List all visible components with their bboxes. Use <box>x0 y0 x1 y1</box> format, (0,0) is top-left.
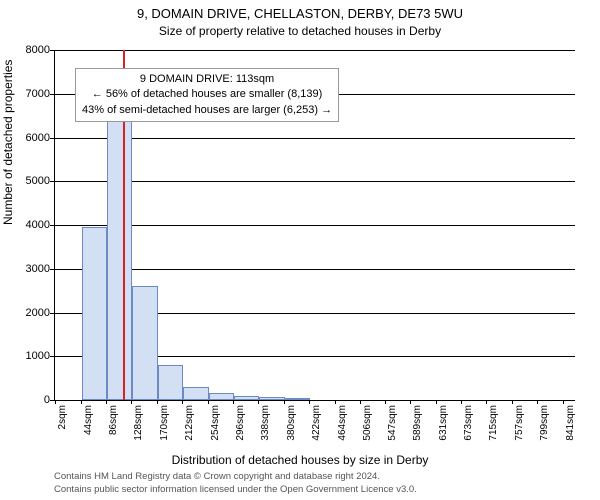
y-tick-label: 4000 <box>10 219 50 231</box>
x-tick-label: 506sqm <box>362 405 373 455</box>
x-tick-label: 338sqm <box>260 405 271 455</box>
x-tick-mark <box>385 400 386 404</box>
histogram-bar <box>259 397 284 400</box>
y-tick-mark <box>50 313 54 314</box>
x-tick-label: 170sqm <box>159 405 170 455</box>
annotation-line-2: ← 56% of detached houses are smaller (8,… <box>82 87 332 102</box>
x-axis-label: Distribution of detached houses by size … <box>0 453 600 467</box>
x-tick-mark <box>157 400 158 404</box>
x-tick-mark <box>563 400 564 404</box>
x-tick-label: 2sqm <box>57 405 68 455</box>
y-tick-mark <box>50 225 54 226</box>
y-tick-mark <box>50 181 54 182</box>
x-tick-mark <box>512 400 513 404</box>
x-tick-label: 86sqm <box>108 405 119 455</box>
y-tick-mark <box>50 356 54 357</box>
annotation-box: 9 DOMAIN DRIVE: 113sqm ← 56% of detached… <box>75 68 339 122</box>
x-tick-mark <box>258 400 259 404</box>
x-tick-label: 631sqm <box>438 405 449 455</box>
grid-line <box>55 181 575 182</box>
histogram-bar <box>158 365 183 400</box>
x-tick-label: 380sqm <box>286 405 297 455</box>
x-tick-mark <box>106 400 107 404</box>
footer-attribution: Contains HM Land Registry data © Crown c… <box>54 471 417 496</box>
x-tick-label: 673sqm <box>463 405 474 455</box>
x-tick-mark <box>81 400 82 404</box>
x-tick-mark <box>208 400 209 404</box>
footer-line-1: Contains HM Land Registry data © Crown c… <box>54 471 417 483</box>
x-tick-mark <box>360 400 361 404</box>
y-tick-mark <box>50 138 54 139</box>
x-tick-label: 757sqm <box>514 405 525 455</box>
y-tick-mark <box>50 400 54 401</box>
x-tick-mark <box>131 400 132 404</box>
x-tick-label: 212sqm <box>184 405 195 455</box>
x-tick-mark <box>182 400 183 404</box>
x-tick-label: 296sqm <box>235 405 246 455</box>
annotation-line-3: 43% of semi-detached houses are larger (… <box>82 103 332 118</box>
x-tick-label: 254sqm <box>210 405 221 455</box>
x-tick-mark <box>233 400 234 404</box>
x-tick-mark <box>309 400 310 404</box>
grid-line <box>55 269 575 270</box>
x-tick-label: 841sqm <box>565 405 576 455</box>
y-tick-label: 6000 <box>10 132 50 144</box>
x-tick-mark <box>537 400 538 404</box>
grid-line <box>55 225 575 226</box>
histogram-bar <box>107 100 132 400</box>
y-tick-label: 5000 <box>10 175 50 187</box>
histogram-bar <box>234 396 259 400</box>
x-tick-label: 589sqm <box>412 405 423 455</box>
x-tick-mark <box>335 400 336 404</box>
x-tick-mark <box>461 400 462 404</box>
y-tick-label: 2000 <box>10 307 50 319</box>
x-tick-label: 44sqm <box>83 405 94 455</box>
y-tick-label: 7000 <box>10 88 50 100</box>
x-tick-label: 464sqm <box>337 405 348 455</box>
y-tick-mark <box>50 94 54 95</box>
y-tick-label: 1000 <box>10 350 50 362</box>
y-tick-mark <box>50 50 54 51</box>
x-tick-label: 547sqm <box>387 405 398 455</box>
grid-line <box>55 138 575 139</box>
plot-area: 9 DOMAIN DRIVE: 113sqm ← 56% of detached… <box>54 50 575 401</box>
chart-title-main: 9, DOMAIN DRIVE, CHELLASTON, DERBY, DE73… <box>0 6 600 21</box>
x-tick-label: 128sqm <box>133 405 144 455</box>
x-tick-mark <box>410 400 411 404</box>
x-tick-mark <box>284 400 285 404</box>
x-tick-label: 799sqm <box>539 405 550 455</box>
y-tick-label: 3000 <box>10 263 50 275</box>
x-tick-mark <box>436 400 437 404</box>
y-tick-mark <box>50 269 54 270</box>
y-tick-label: 0 <box>10 394 50 406</box>
footer-line-2: Contains public sector information licen… <box>54 484 417 496</box>
x-tick-label: 715sqm <box>488 405 499 455</box>
histogram-bar <box>209 393 234 400</box>
chart-title-sub: Size of property relative to detached ho… <box>0 24 600 38</box>
histogram-bar <box>132 286 157 400</box>
x-tick-mark <box>486 400 487 404</box>
grid-line <box>55 50 575 51</box>
histogram-bar <box>82 227 107 400</box>
x-tick-mark <box>55 400 56 404</box>
histogram-bar <box>183 387 208 400</box>
histogram-bar <box>285 398 310 400</box>
y-tick-label: 8000 <box>10 44 50 56</box>
x-tick-label: 422sqm <box>311 405 322 455</box>
annotation-line-1: 9 DOMAIN DRIVE: 113sqm <box>82 72 332 87</box>
